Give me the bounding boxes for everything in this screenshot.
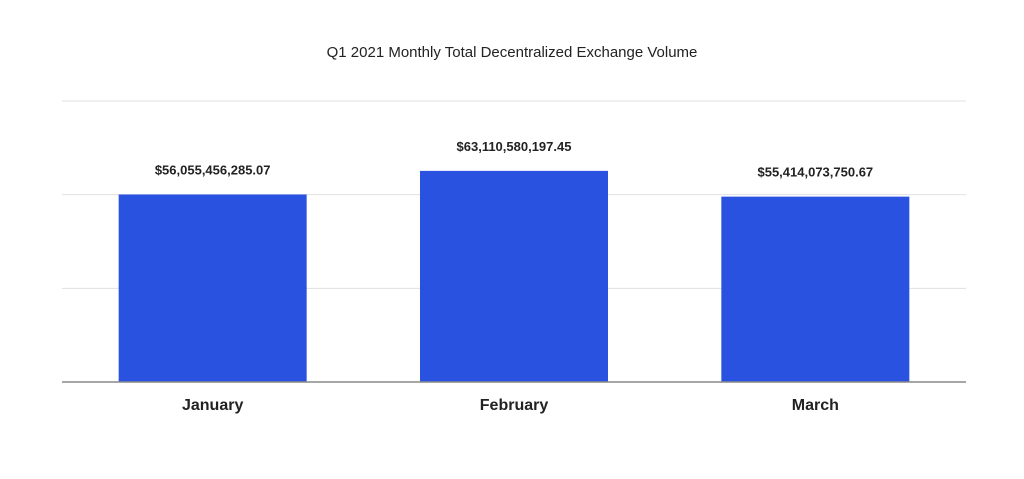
category-label-march: March — [792, 397, 839, 414]
chart-title: Q1 2021 Monthly Total Decentralized Exch… — [326, 44, 698, 61]
label-layer: $56,055,456,285.07 January $63,110,580,197… — [155, 139, 873, 414]
category-label-february: February — [480, 397, 549, 414]
data-label-february: $63,110,580,197.45 — [457, 139, 572, 154]
bar-layer — [118, 170, 910, 382]
bar-january — [118, 194, 307, 382]
data-label-march: $55,414,073,750.67 — [757, 165, 873, 180]
data-label-january: $56,055,456,285.07 — [155, 162, 271, 177]
category-label-january: January — [182, 397, 243, 414]
bar-march — [721, 196, 910, 382]
bar-february — [420, 170, 608, 382]
